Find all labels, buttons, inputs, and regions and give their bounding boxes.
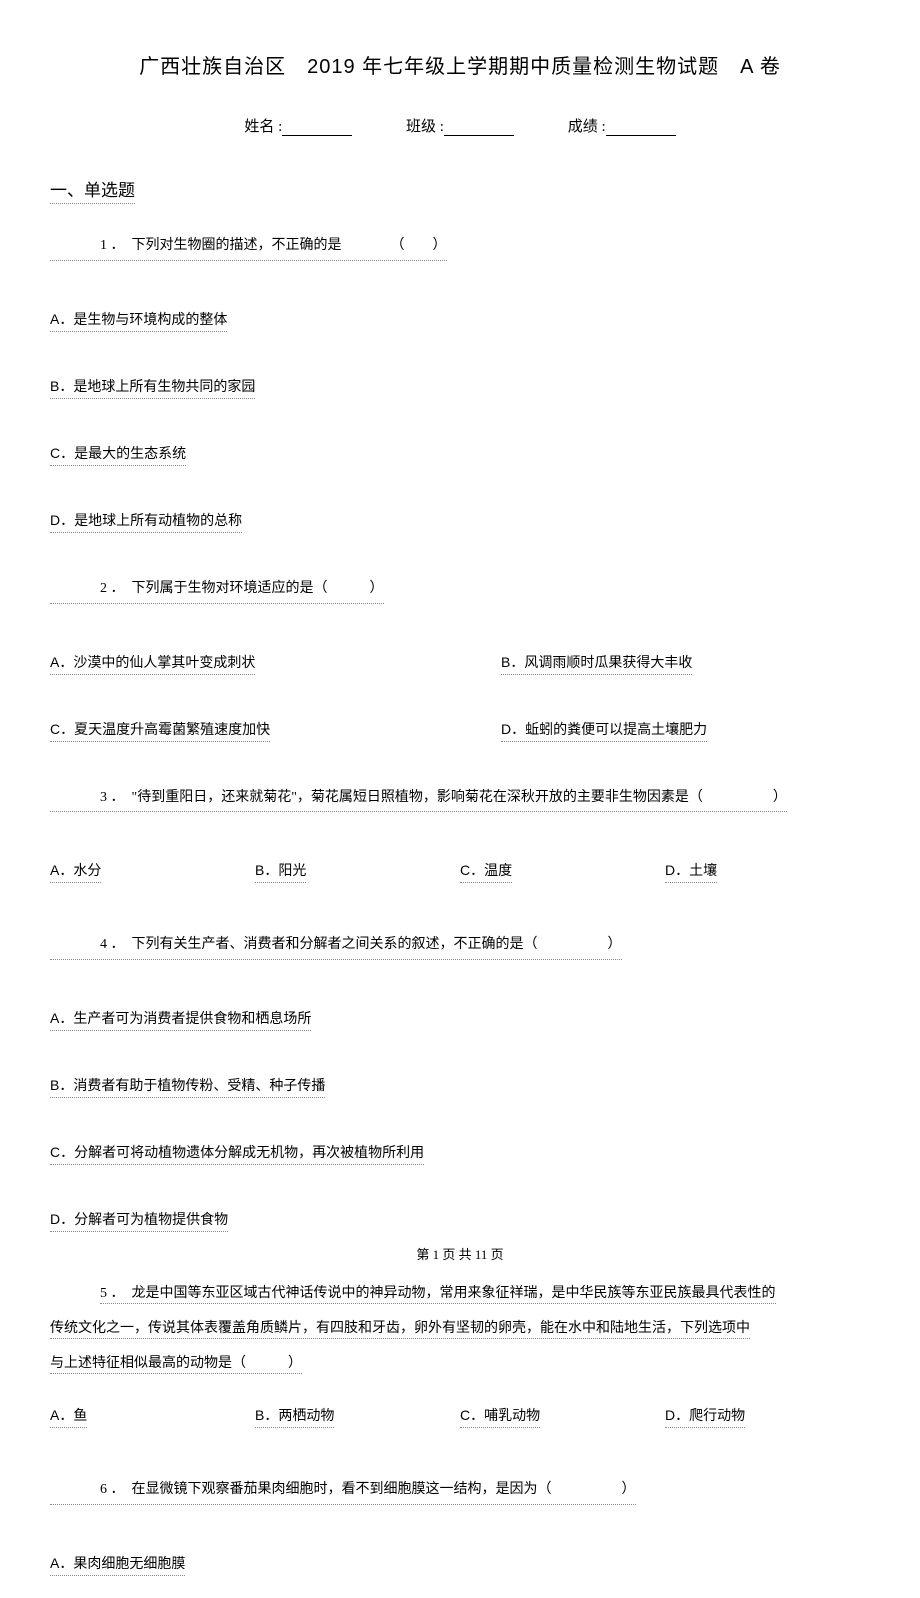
q1-option-c: C．是最大的生态系统	[50, 443, 186, 466]
name-blank	[282, 122, 352, 136]
page-title: 广西壮族自治区 2019 年七年级上学期期中质量检测生物试题 A 卷	[50, 50, 870, 79]
class-label: 班级 :	[406, 119, 444, 135]
q3-option-c: C．温度	[460, 860, 512, 883]
q5-option-b: B．两栖动物	[255, 1405, 334, 1428]
q5-line2: 传统文化之一，传说其体表覆盖角质鳞片，有四肢和牙齿，卵外有坚韧的卵壳，能在水中和…	[50, 1321, 750, 1339]
question-3: 3 ． "待到重阳日，还来就菊花"，菊花属短日照植物，影响菊花在深秋开放的主要非…	[50, 786, 787, 813]
question-4: 4 ． 下列有关生产者、消费者和分解者之间关系的叙述，不正确的是（ ）	[50, 933, 622, 960]
q1-option-b: B．是地球上所有生物共同的家园	[50, 376, 255, 399]
question-5: 5 ． 龙是中国等东亚区域古代神话传说中的神异动物，常用来象征祥瑞，是中华民族等…	[50, 1276, 870, 1381]
page-footer: 第 1 页 共 11 页	[0, 1244, 920, 1263]
q4-option-b: B．消费者有助于植物传粉、受精、种子传播	[50, 1075, 325, 1098]
q5-option-c: C．哺乳动物	[460, 1405, 540, 1428]
q3-option-a: A．水分	[50, 860, 101, 883]
q1-option-a: A．是生物与环境构成的整体	[50, 309, 227, 332]
question-2: 2 ． 下列属于生物对环境适应的是（ ）	[50, 577, 384, 604]
q4-option-d: D．分解者可为植物提供食物	[50, 1209, 228, 1232]
q5-line3: 与上述特征相似最高的动物是（ ）	[50, 1356, 302, 1374]
name-field: 姓名 :	[244, 115, 352, 136]
question-6: 6 ． 在显微镜下观察番茄果肉细胞时，看不到细胞膜这一结构，是因为（ ）	[50, 1478, 636, 1505]
q2-option-d: D．蚯蚓的粪便可以提高土壤肥力	[501, 719, 707, 742]
class-blank	[444, 122, 514, 136]
student-info-line: 姓名 : 班级 : 成绩 :	[50, 115, 870, 136]
q6-option-a: A．果肉细胞无细胞膜	[50, 1553, 185, 1576]
section-header: 一、单选题	[50, 176, 135, 204]
q4-option-a: A．生产者可为消费者提供食物和栖息场所	[50, 1008, 311, 1031]
class-field: 班级 :	[406, 115, 514, 136]
question-1: 1 ． 下列对生物圈的描述，不正确的是 （ ）	[50, 234, 447, 261]
q1-option-d: D．是地球上所有动植物的总称	[50, 510, 242, 533]
q3-option-b: B．阳光	[255, 860, 306, 883]
q2-option-b: B．风调雨顺时瓜果获得大丰收	[501, 652, 692, 675]
name-label: 姓名 :	[244, 119, 282, 135]
q3-option-d: D．土壤	[665, 860, 717, 883]
score-field: 成绩 :	[568, 115, 676, 136]
score-blank	[606, 122, 676, 136]
q5-line1: 5 ． 龙是中国等东亚区域古代神话传说中的神异动物，常用来象征祥瑞，是中华民族等…	[100, 1286, 776, 1304]
q5-option-d: D．爬行动物	[665, 1405, 745, 1428]
q2-option-a: A．沙漠中的仙人掌其叶变成刺状	[50, 652, 255, 675]
score-label: 成绩 :	[568, 119, 606, 135]
q2-option-c: C．夏天温度升高霉菌繁殖速度加快	[50, 719, 270, 742]
q5-option-a: A．鱼	[50, 1405, 87, 1428]
q4-option-c: C．分解者可将动植物遗体分解成无机物，再次被植物所利用	[50, 1142, 424, 1165]
